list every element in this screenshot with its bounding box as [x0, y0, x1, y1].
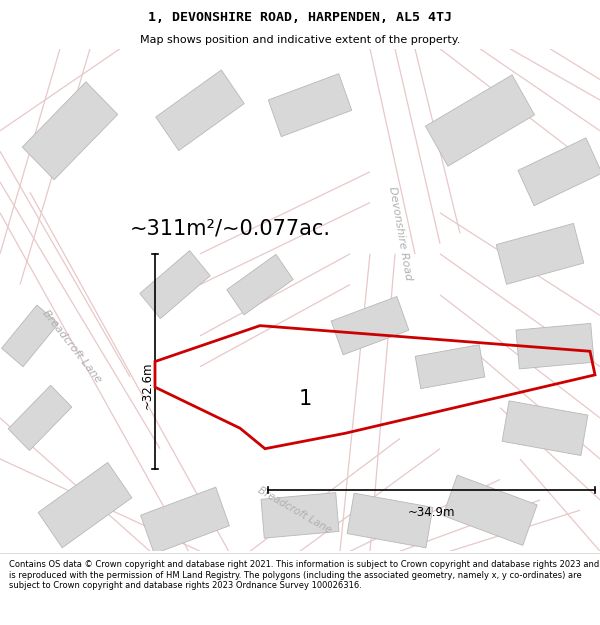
Text: 1: 1 [299, 389, 312, 409]
Polygon shape [8, 385, 72, 451]
Text: ~34.9m: ~34.9m [408, 506, 455, 519]
Polygon shape [516, 323, 594, 369]
Polygon shape [22, 82, 118, 180]
Polygon shape [425, 75, 535, 166]
Polygon shape [347, 493, 433, 548]
Polygon shape [502, 401, 588, 456]
Polygon shape [38, 462, 132, 548]
Polygon shape [156, 70, 244, 151]
Polygon shape [268, 74, 352, 137]
Text: ~32.6m: ~32.6m [140, 361, 154, 409]
Text: Map shows position and indicative extent of the property.: Map shows position and indicative extent… [140, 35, 460, 45]
Polygon shape [518, 138, 600, 206]
Polygon shape [261, 492, 339, 538]
Polygon shape [227, 254, 293, 315]
Text: Contains OS data © Crown copyright and database right 2021. This information is : Contains OS data © Crown copyright and d… [9, 560, 599, 590]
Polygon shape [140, 487, 229, 554]
Polygon shape [140, 251, 210, 319]
Text: ~311m²/~0.077ac.: ~311m²/~0.077ac. [130, 218, 331, 238]
Polygon shape [331, 296, 409, 355]
Text: Breadcroft Lane: Breadcroft Lane [41, 308, 103, 384]
Polygon shape [443, 475, 537, 546]
Text: Breadcroft Lane: Breadcroft Lane [256, 485, 334, 536]
Polygon shape [496, 223, 584, 284]
Text: Devonshire Road: Devonshire Road [387, 186, 413, 281]
Text: 1, DEVONSHIRE ROAD, HARPENDEN, AL5 4TJ: 1, DEVONSHIRE ROAD, HARPENDEN, AL5 4TJ [148, 11, 452, 24]
Polygon shape [415, 345, 485, 389]
Polygon shape [2, 305, 58, 367]
